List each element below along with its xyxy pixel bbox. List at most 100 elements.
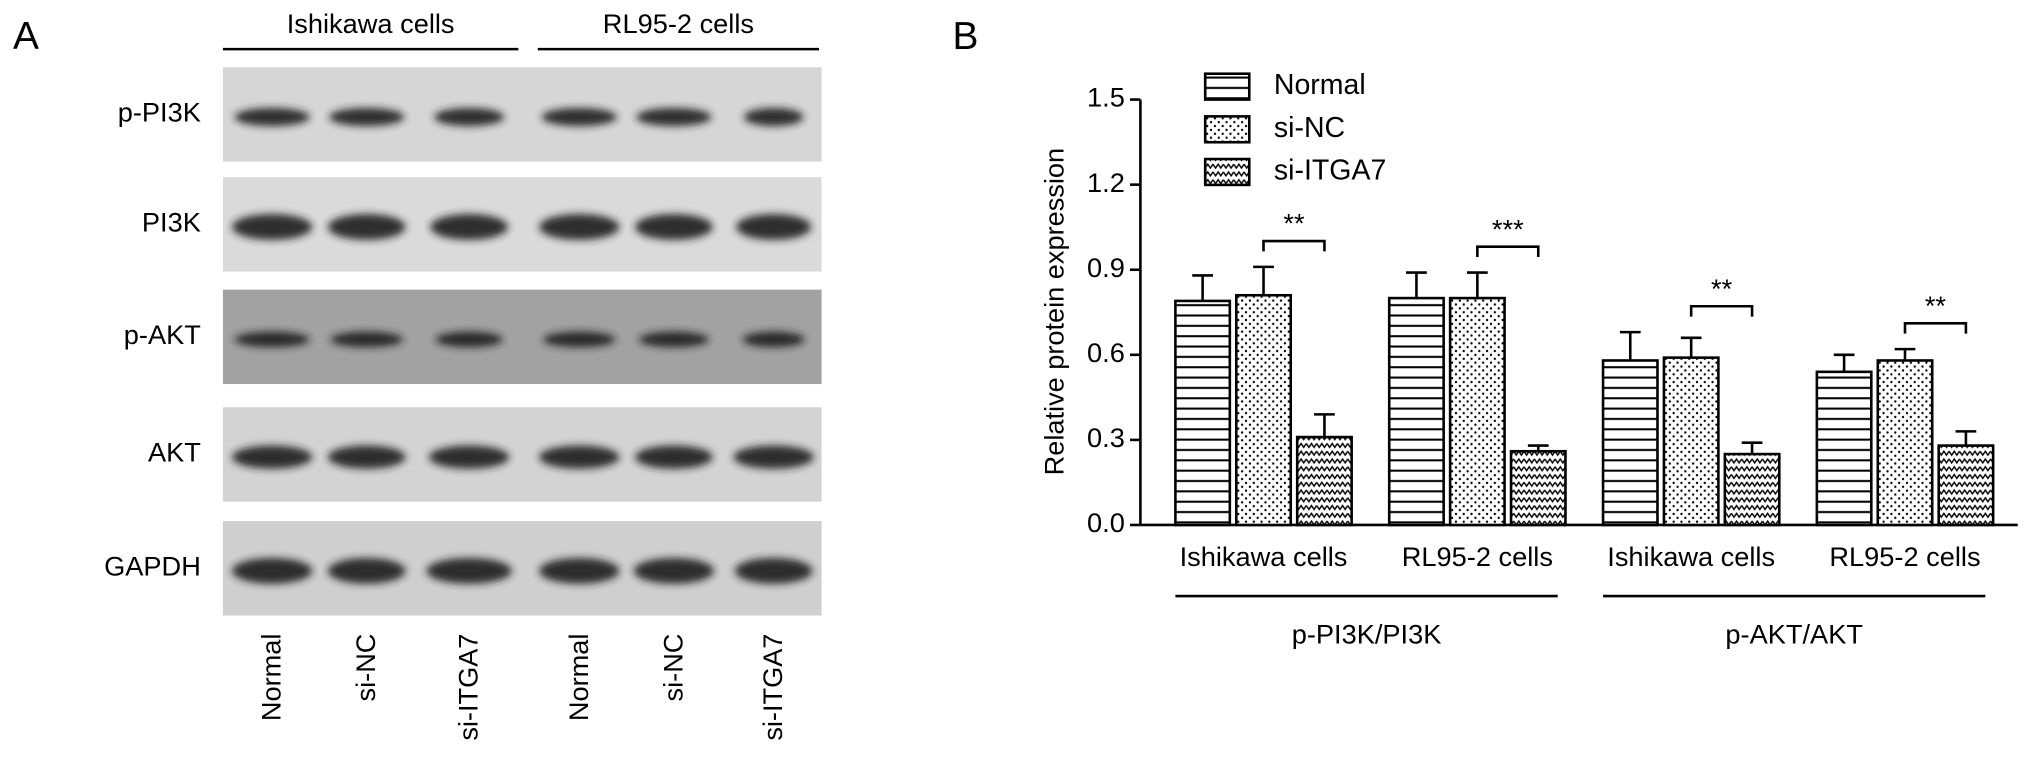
blot-strip bbox=[222, 407, 822, 502]
group-header: Ishikawa cells bbox=[287, 8, 455, 39]
blot-band bbox=[430, 213, 508, 240]
error-bar bbox=[1680, 336, 1702, 358]
blot-background bbox=[222, 289, 822, 385]
blot-band bbox=[234, 331, 310, 348]
blot-band bbox=[434, 107, 505, 127]
legend-entry: si-ITGA7 bbox=[1203, 155, 1386, 187]
error-bar bbox=[1192, 274, 1213, 301]
y-tick-label: 0.9 bbox=[1087, 252, 1125, 283]
error-bar bbox=[1406, 271, 1427, 299]
blot-background bbox=[222, 177, 822, 272]
bar bbox=[1174, 299, 1232, 527]
bar bbox=[1509, 449, 1567, 527]
legend-label: Normal bbox=[1274, 69, 1366, 101]
lane-label: Normal bbox=[256, 634, 287, 721]
x-tick-label: RL95-2 cells bbox=[1829, 541, 1980, 572]
row-label: AKT bbox=[148, 437, 201, 468]
blot-band bbox=[635, 213, 713, 240]
row-label: GAPDH bbox=[104, 551, 201, 582]
bar bbox=[1448, 296, 1506, 527]
y-tick-label: 1.5 bbox=[1087, 82, 1125, 113]
blot-band bbox=[541, 107, 617, 127]
bar bbox=[1723, 452, 1781, 527]
significance-label: ** bbox=[1925, 290, 1947, 321]
blot-band bbox=[327, 557, 406, 584]
panel-label: B bbox=[953, 15, 979, 58]
blot-band bbox=[742, 331, 805, 348]
lane-label: si-NC bbox=[350, 634, 381, 702]
y-axis-label: Relative protein expression bbox=[1038, 148, 1069, 475]
legend-entry: Normal bbox=[1203, 69, 1366, 101]
significance-bracket bbox=[1903, 321, 1968, 334]
blot-band bbox=[636, 107, 712, 127]
blot-background bbox=[222, 521, 822, 616]
panel-label: A bbox=[13, 15, 39, 58]
y-tick-label: 0.3 bbox=[1087, 422, 1125, 453]
blot-band bbox=[231, 213, 313, 240]
significance-bracket bbox=[1476, 245, 1540, 258]
blot-band bbox=[539, 557, 620, 584]
blot-band bbox=[539, 445, 620, 469]
bar bbox=[1235, 293, 1293, 527]
blot-background bbox=[222, 407, 822, 502]
bar bbox=[1662, 356, 1720, 527]
error-bar bbox=[1833, 353, 1855, 372]
x-tick-label: Ishikawa cells bbox=[1180, 541, 1348, 572]
panel-b: B Relative protein expression 0.0 0.3 0.6 0… bbox=[953, 15, 2018, 649]
blot-band bbox=[327, 213, 406, 240]
bar bbox=[1876, 359, 1934, 527]
blot-band bbox=[733, 445, 814, 469]
y-tick-label: 0.0 bbox=[1087, 507, 1125, 538]
blot-band bbox=[635, 445, 713, 469]
y-tick-label: 0.6 bbox=[1087, 337, 1125, 368]
blot-band bbox=[327, 445, 406, 469]
error-bar bbox=[1466, 271, 1488, 299]
blot-band bbox=[734, 557, 813, 584]
blot-band bbox=[329, 107, 405, 127]
panel-a: A Ishikawa cells RL95-2 cells p-PI3K PI3K p-… bbox=[13, 8, 822, 741]
error-bar bbox=[1741, 441, 1763, 455]
bar bbox=[1387, 296, 1445, 527]
error-bar bbox=[1955, 430, 1977, 446]
blot-strip bbox=[222, 521, 822, 616]
blot-band bbox=[330, 331, 404, 348]
x-tick-label: RL95-2 cells bbox=[1402, 541, 1553, 572]
legend-label: si-NC bbox=[1274, 112, 1345, 144]
blot-band bbox=[231, 445, 313, 469]
blot-band bbox=[736, 213, 812, 240]
legend-entry: si-NC bbox=[1203, 112, 1345, 144]
row-label: p-AKT bbox=[124, 319, 201, 350]
legend-swatch bbox=[1203, 115, 1251, 144]
error-bar bbox=[1619, 330, 1641, 361]
legend-label: si-ITGA7 bbox=[1274, 155, 1386, 187]
bar bbox=[1937, 444, 1995, 527]
blot-strip bbox=[222, 177, 822, 272]
error-bar bbox=[1894, 347, 1916, 361]
blot-band bbox=[743, 107, 804, 127]
bar bbox=[1815, 370, 1873, 527]
group-header: RL95-2 cells bbox=[603, 8, 754, 39]
blot-band bbox=[234, 107, 310, 127]
blot-band bbox=[542, 331, 616, 348]
blot-strip bbox=[222, 67, 822, 162]
lane-label: si-ITGA7 bbox=[453, 634, 484, 741]
bar bbox=[1295, 435, 1353, 527]
significance-bracket bbox=[1262, 239, 1326, 252]
lane-label: si-ITGA7 bbox=[757, 634, 788, 741]
significance-label: ** bbox=[1711, 273, 1733, 304]
blot-background bbox=[222, 67, 822, 162]
lane-label: si-NC bbox=[657, 634, 688, 702]
x-tick-label: Ishikawa cells bbox=[1607, 541, 1775, 572]
blot-band bbox=[435, 331, 503, 348]
error-bar bbox=[1253, 265, 1274, 296]
error-bar bbox=[1314, 413, 1335, 438]
legend-swatch bbox=[1203, 72, 1251, 101]
significance-label: ** bbox=[1283, 208, 1305, 239]
significance-label: *** bbox=[1492, 213, 1524, 244]
group-label: p-AKT/AKT bbox=[1725, 618, 1863, 649]
row-label: PI3K bbox=[142, 207, 201, 238]
blot-band bbox=[638, 331, 709, 348]
blot-strip bbox=[222, 289, 822, 385]
legend-swatch bbox=[1203, 157, 1251, 187]
